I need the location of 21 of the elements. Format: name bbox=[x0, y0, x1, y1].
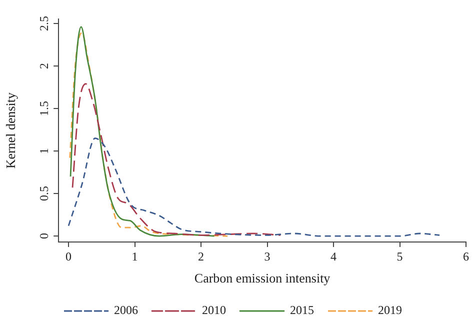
y-tick-label: 2 bbox=[36, 62, 51, 69]
x-axis-title: Carbon emission intensity bbox=[194, 270, 331, 286]
legend-label: 2010 bbox=[202, 303, 226, 318]
x-tick-label: 1 bbox=[132, 249, 138, 264]
legend-label: 2015 bbox=[290, 303, 314, 318]
y-axis-title: Kernel density bbox=[3, 92, 18, 169]
x-tick-label: 3 bbox=[264, 249, 270, 264]
y-tick-label: 0.5 bbox=[36, 186, 51, 202]
legend-label: 2019 bbox=[378, 303, 402, 318]
y-tick-label: 0 bbox=[36, 233, 51, 240]
legend-label: 2006 bbox=[114, 303, 138, 318]
x-tick-label: 5 bbox=[396, 249, 403, 264]
x-tick-label: 2 bbox=[198, 249, 204, 264]
y-tick-label: 2.5 bbox=[36, 16, 51, 31]
x-tick-label: 4 bbox=[330, 249, 337, 264]
line-series bbox=[68, 138, 440, 237]
y-tick-label: 1.5 bbox=[36, 100, 51, 116]
x-tick-label: 0 bbox=[66, 249, 72, 264]
line-series bbox=[72, 83, 282, 236]
x-tick-label: 6 bbox=[463, 249, 469, 264]
y-tick-label: 1 bbox=[36, 148, 51, 154]
